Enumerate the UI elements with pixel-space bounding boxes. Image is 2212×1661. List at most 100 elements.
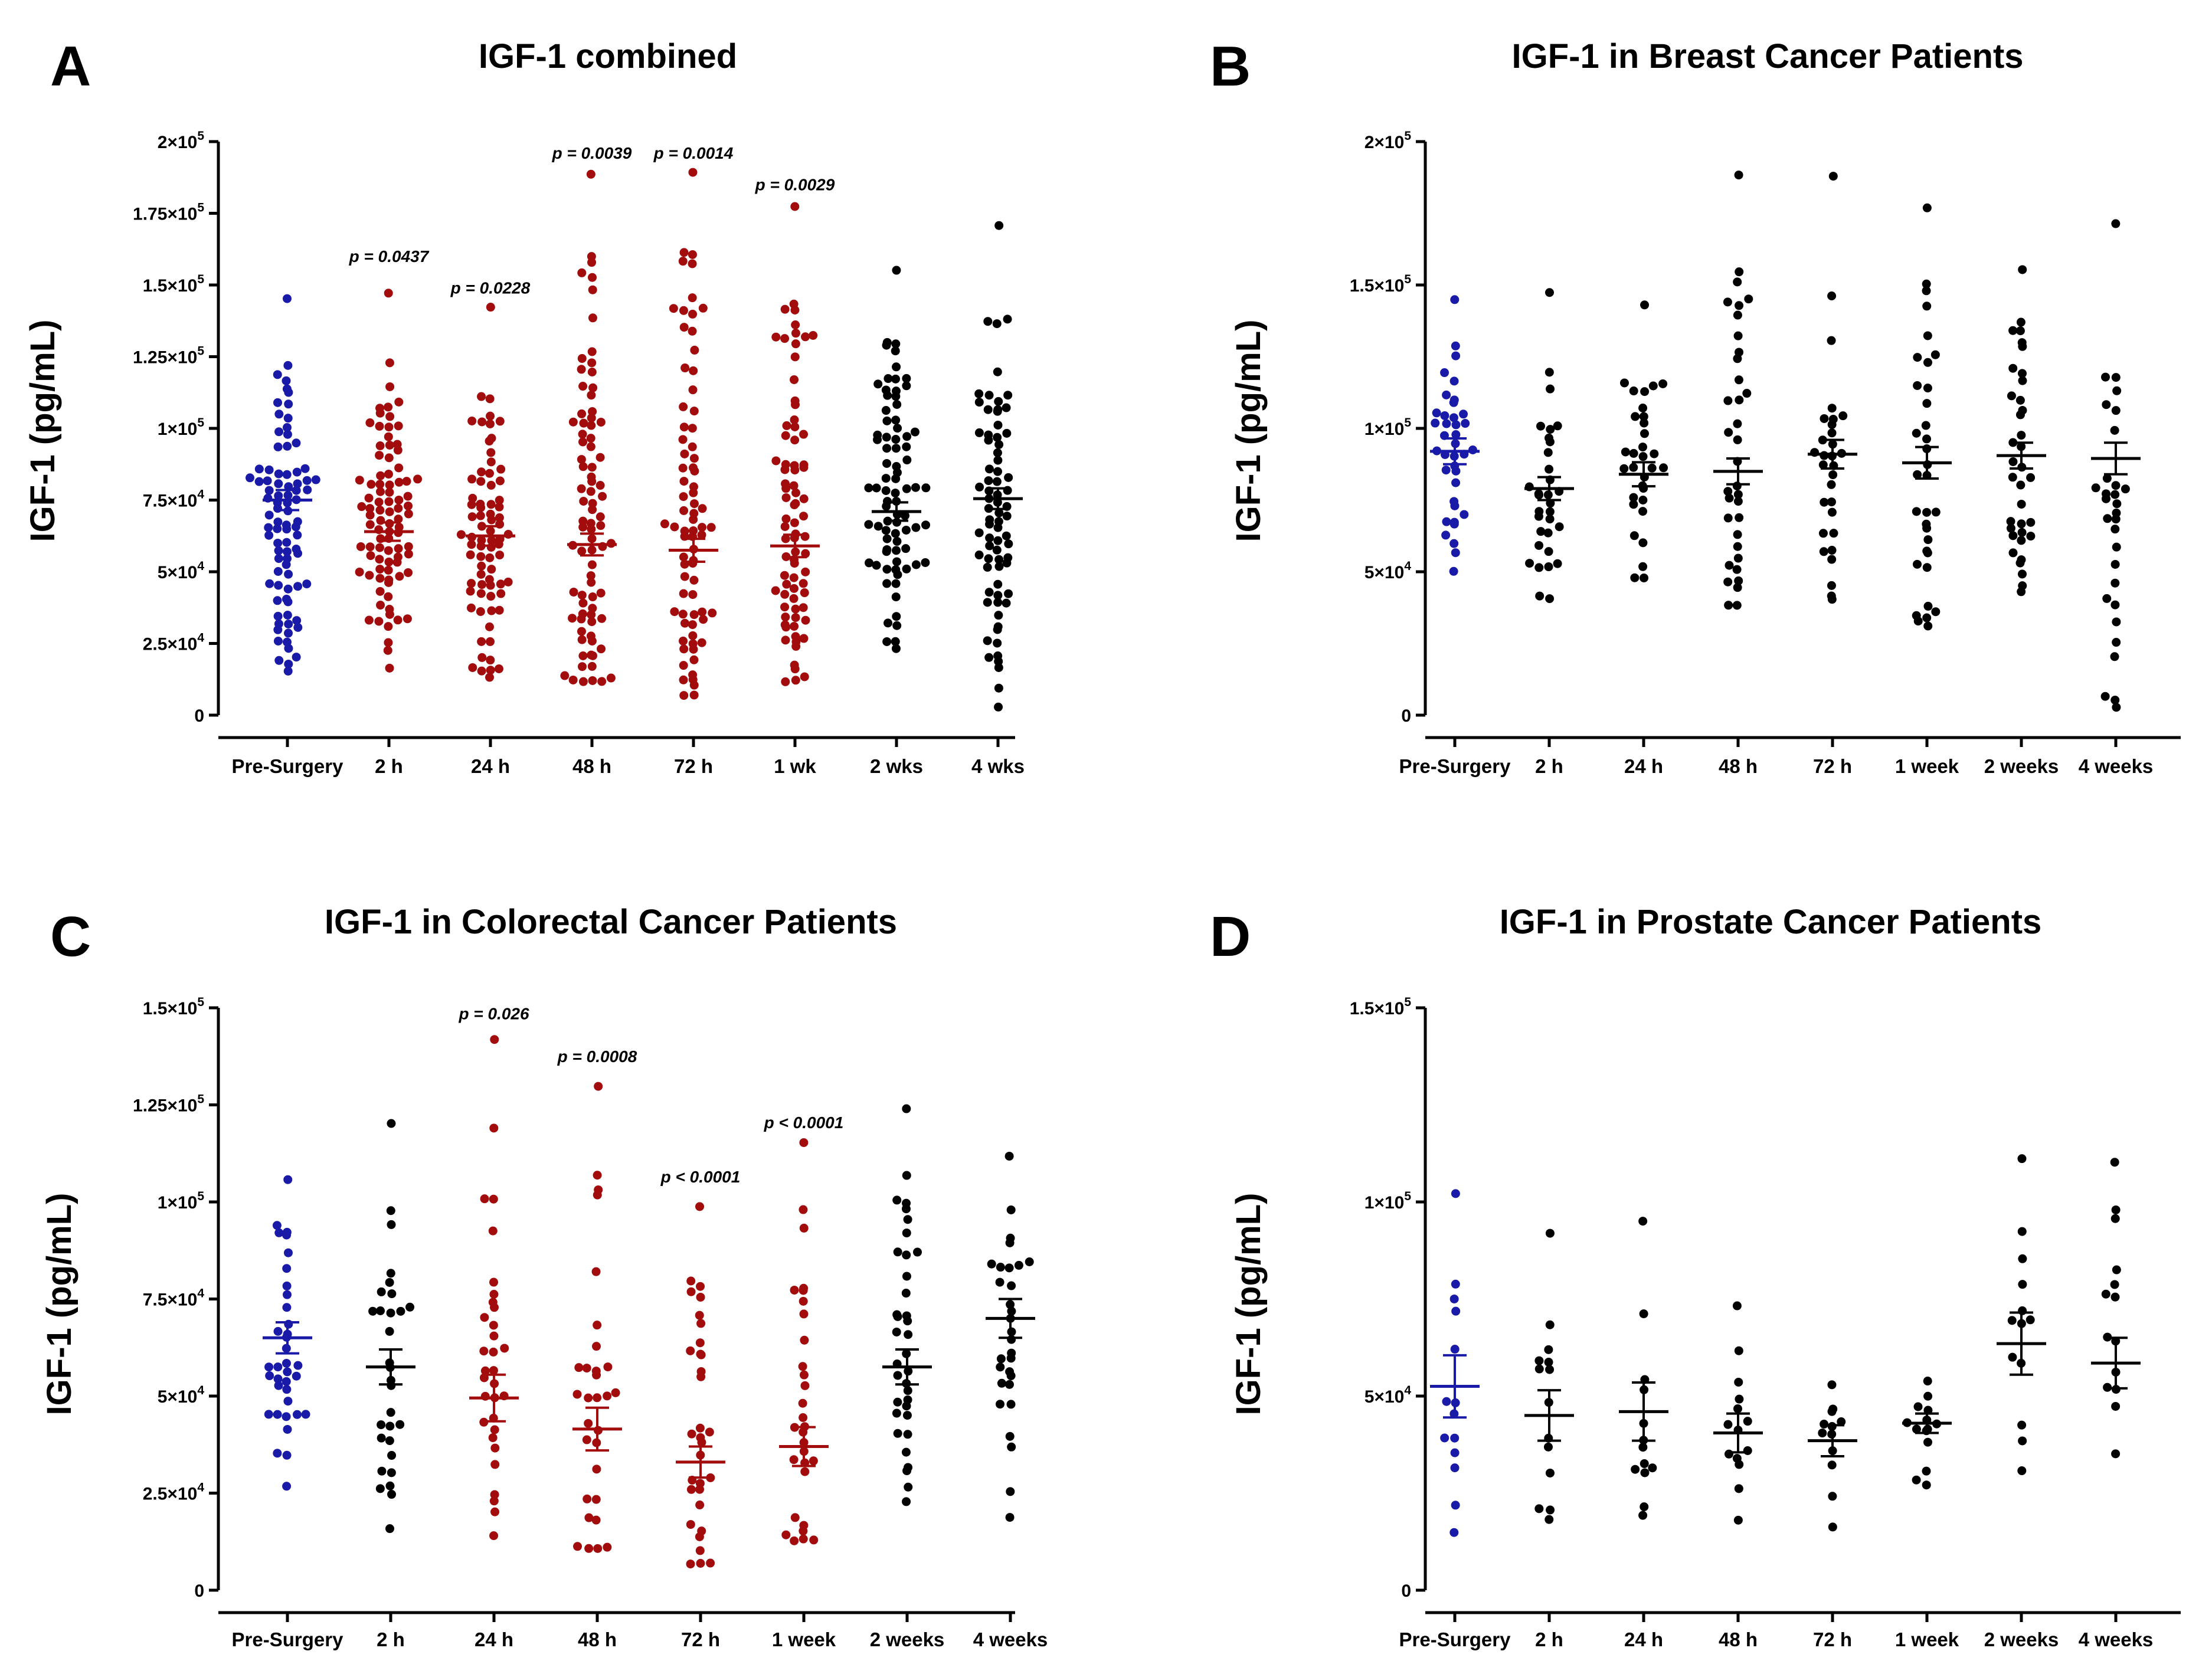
data-point — [587, 347, 597, 356]
data-point — [911, 523, 921, 532]
data-point — [273, 567, 283, 576]
data-point — [799, 1223, 809, 1233]
data-point — [264, 1362, 274, 1372]
x-tick-label: 24 h — [471, 755, 510, 777]
data-point — [771, 586, 780, 595]
data-point — [697, 638, 706, 647]
data-point — [2015, 326, 2025, 336]
data-point — [985, 515, 994, 525]
data-point — [1828, 470, 1838, 480]
data-point — [2110, 1280, 2119, 1289]
data-point — [1648, 1463, 1657, 1473]
data-point — [1732, 1454, 1742, 1463]
data-point — [1005, 1367, 1015, 1377]
data-point — [588, 383, 598, 392]
data-point — [1922, 546, 1932, 556]
data-point — [996, 1400, 1005, 1409]
data-point — [489, 1496, 499, 1506]
data-point — [1733, 553, 1743, 563]
data-point — [1451, 351, 1461, 361]
data-point — [1923, 1377, 1932, 1386]
data-point — [2017, 555, 2026, 565]
data-point — [578, 677, 588, 686]
data-point — [404, 509, 413, 519]
data-point — [1648, 381, 1658, 391]
data-point — [283, 637, 292, 647]
data-point — [593, 1321, 602, 1330]
data-point — [1545, 594, 1555, 604]
data-point — [486, 592, 496, 601]
data-point — [495, 513, 504, 522]
data-point — [293, 479, 302, 489]
data-point — [1544, 562, 1553, 572]
data-point — [384, 546, 393, 555]
data-point — [594, 1185, 603, 1194]
data-point — [588, 604, 597, 613]
data-point — [781, 1530, 791, 1539]
data-point — [2008, 473, 2017, 482]
p-value-label: p = 0.0014 — [653, 144, 734, 162]
data-point — [476, 589, 486, 598]
data-point — [476, 499, 485, 509]
data-point — [1629, 448, 1638, 458]
x-tick-label: Pre-Surgery — [1399, 1629, 1511, 1650]
data-point — [679, 422, 689, 432]
data-point — [911, 483, 920, 492]
data-point — [790, 461, 799, 470]
data-point — [697, 1526, 706, 1536]
data-point — [1922, 302, 1932, 311]
data-point — [405, 1302, 415, 1312]
data-point — [882, 534, 892, 543]
data-point — [598, 492, 607, 501]
data-point — [1025, 1257, 1034, 1267]
data-point — [264, 523, 273, 532]
data-point — [591, 1515, 601, 1525]
data-point — [891, 415, 901, 425]
data-point — [1735, 513, 1744, 522]
data-point — [1525, 559, 1534, 568]
data-point — [384, 470, 393, 479]
data-point — [801, 332, 810, 342]
data-point — [1450, 295, 1460, 304]
data-point — [283, 1367, 292, 1377]
data-point — [273, 1410, 282, 1419]
data-point — [384, 575, 394, 585]
data-point — [1534, 507, 1544, 516]
y-tick-label: 1.5×105 — [1350, 995, 1412, 1018]
data-point — [892, 266, 901, 275]
data-point — [404, 501, 413, 510]
data-point — [901, 544, 911, 553]
data-point — [2112, 1265, 2121, 1275]
data-point — [902, 1104, 911, 1113]
y-tick-label: 1.5×105 — [143, 273, 205, 296]
data-point — [579, 496, 588, 506]
p-value-label: p = 0.0437 — [349, 247, 430, 266]
data-point — [1432, 408, 1441, 418]
data-point — [1640, 300, 1650, 310]
x-tick-label: 48 h — [572, 755, 611, 777]
data-point — [377, 1433, 386, 1443]
data-point — [375, 451, 384, 460]
data-point — [790, 435, 800, 445]
data-point — [477, 561, 486, 571]
data-point — [1621, 447, 1630, 457]
data-point — [477, 580, 487, 589]
data-point — [303, 485, 312, 494]
data-point — [1828, 414, 1838, 424]
data-point — [2121, 484, 2130, 494]
data-point — [1732, 601, 1742, 610]
data-point — [902, 484, 911, 493]
data-point — [1544, 433, 1553, 443]
y-tick-label: 1×105 — [1364, 1190, 1412, 1213]
data-point — [1546, 1505, 1555, 1515]
data-point — [881, 385, 891, 395]
data-point — [274, 427, 284, 437]
data-point — [387, 1451, 397, 1460]
data-point — [2110, 490, 2120, 499]
data-point — [985, 533, 994, 543]
data-point — [283, 414, 293, 423]
data-point — [1461, 419, 1470, 428]
data-point — [496, 464, 506, 474]
data-point — [404, 542, 413, 551]
data-point — [882, 338, 892, 347]
